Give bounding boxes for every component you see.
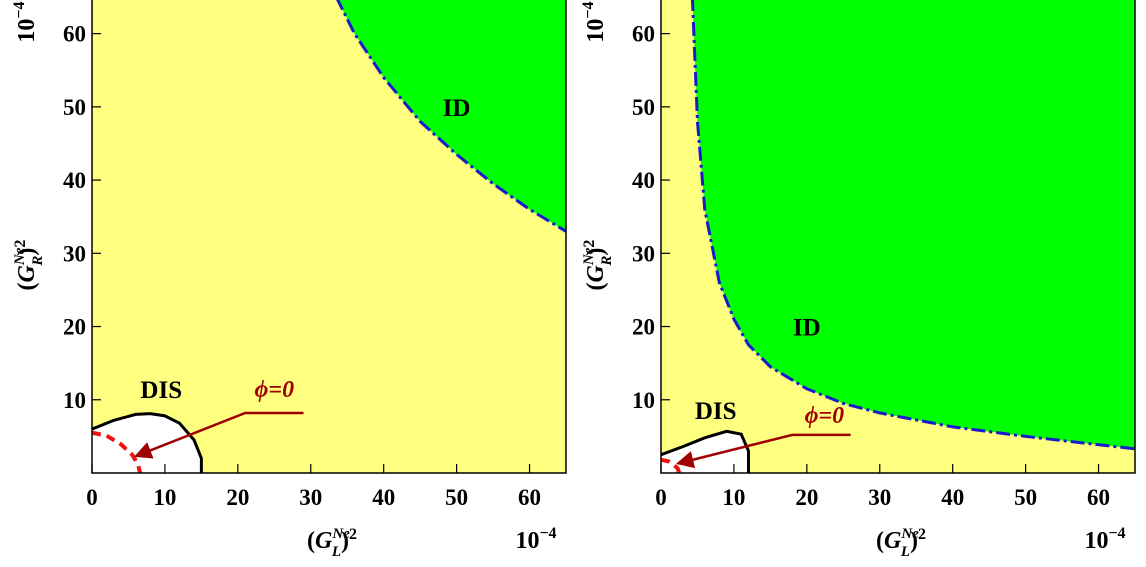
y-tick-label: 50 bbox=[63, 95, 86, 120]
label-part: Ne bbox=[331, 526, 350, 542]
axis-label: (GNe R)2 bbox=[581, 240, 615, 291]
label-part: 10 bbox=[583, 19, 609, 43]
label-part: 10 bbox=[1084, 528, 1108, 554]
region-fill bbox=[692, 0, 1135, 449]
y-tick-label: 20 bbox=[632, 315, 655, 340]
label-part: ( bbox=[583, 282, 609, 290]
y-tick-label: 20 bbox=[63, 315, 86, 340]
region-boundary bbox=[92, 412, 203, 473]
label-part: ) bbox=[583, 248, 609, 256]
region-label: DIS bbox=[695, 398, 737, 425]
x-tick-label: 40 bbox=[941, 485, 964, 510]
y-tick-label: 30 bbox=[632, 241, 655, 266]
label-part: G bbox=[583, 264, 609, 282]
curve-label: ϕ=0 bbox=[255, 377, 295, 403]
frame bbox=[91, 0, 567, 474]
curve-label: ϕ=0 bbox=[805, 403, 845, 429]
x-tick-label: 30 bbox=[299, 485, 322, 510]
label-part: 2 bbox=[918, 526, 926, 543]
region-label: ID bbox=[443, 95, 471, 122]
x-tick-label: 60 bbox=[518, 485, 541, 510]
x-tick-label: 30 bbox=[868, 485, 891, 510]
label-part: 2 bbox=[12, 240, 29, 248]
region-fill bbox=[337, 0, 566, 232]
label-part: −4 bbox=[11, 1, 28, 18]
label-part: L bbox=[900, 544, 910, 560]
annotation-arrow bbox=[676, 433, 851, 469]
label-part: G bbox=[14, 264, 40, 282]
region-label: ID bbox=[793, 315, 821, 342]
x-tick-label: 10 bbox=[153, 485, 176, 510]
x-tick-label: 50 bbox=[445, 485, 468, 510]
label-part: ( bbox=[307, 528, 315, 554]
scale-label: 10−4 bbox=[580, 1, 609, 42]
x-tick-label: 40 bbox=[372, 485, 395, 510]
label-part: 10 bbox=[14, 19, 40, 43]
label-part: 10 bbox=[515, 528, 539, 554]
label-part: 2 bbox=[349, 526, 357, 543]
x-tick-label: 60 bbox=[1087, 485, 1110, 510]
label-part: R bbox=[30, 256, 46, 267]
label-part: G bbox=[315, 528, 333, 554]
y-tick-label: 40 bbox=[63, 168, 86, 193]
label-part: ( bbox=[14, 282, 40, 290]
label-part: Ne bbox=[900, 526, 919, 542]
label-part: −4 bbox=[580, 1, 597, 18]
y-tick-label: 30 bbox=[63, 241, 86, 266]
annotation-arrow bbox=[134, 411, 304, 459]
axis-label: (GNe L)2 bbox=[307, 526, 357, 560]
label-part: L bbox=[331, 544, 341, 560]
region-boundary bbox=[661, 429, 751, 473]
x-tick-label: 0 bbox=[655, 485, 667, 510]
axis-label: (GNe R)2 bbox=[12, 240, 46, 291]
label-part: Ne bbox=[581, 247, 597, 266]
y-tick-label: 50 bbox=[632, 95, 655, 120]
y-tick-label: 40 bbox=[632, 168, 655, 193]
scale-label: 10−4 bbox=[11, 1, 40, 42]
y-tick-label: 10 bbox=[63, 388, 86, 413]
x-tick-label: 20 bbox=[795, 485, 818, 510]
label-part: 2 bbox=[581, 240, 598, 248]
label-part: −4 bbox=[539, 525, 556, 542]
x-tick-label: 0 bbox=[86, 485, 98, 510]
plot-area bbox=[661, 0, 1135, 473]
y-tick-label: 10 bbox=[632, 388, 655, 413]
y-tick-label: 60 bbox=[63, 22, 86, 47]
region-boundary bbox=[690, 0, 1135, 451]
label-part: ( bbox=[876, 528, 884, 554]
scale-label: 10−4 bbox=[1084, 525, 1125, 554]
label-part: ) bbox=[910, 528, 918, 554]
x-tick-label: 20 bbox=[226, 485, 249, 510]
label-part: −4 bbox=[1108, 525, 1125, 542]
label-part: G bbox=[884, 528, 902, 554]
label-part: ) bbox=[341, 528, 349, 554]
x-tick-label: 10 bbox=[722, 485, 745, 510]
label-part: Ne bbox=[12, 247, 28, 266]
region-label: DIS bbox=[140, 377, 182, 404]
scale-label: 10−4 bbox=[515, 525, 556, 554]
x-tick-label: 50 bbox=[1014, 485, 1037, 510]
y-tick-label: 60 bbox=[632, 22, 655, 47]
axis-label: (GNe L)2 bbox=[876, 526, 926, 560]
label-part: R bbox=[599, 256, 615, 267]
curve bbox=[661, 457, 682, 473]
label-part: ) bbox=[14, 248, 40, 256]
region-boundary bbox=[336, 0, 566, 233]
frame bbox=[660, 0, 1136, 474]
